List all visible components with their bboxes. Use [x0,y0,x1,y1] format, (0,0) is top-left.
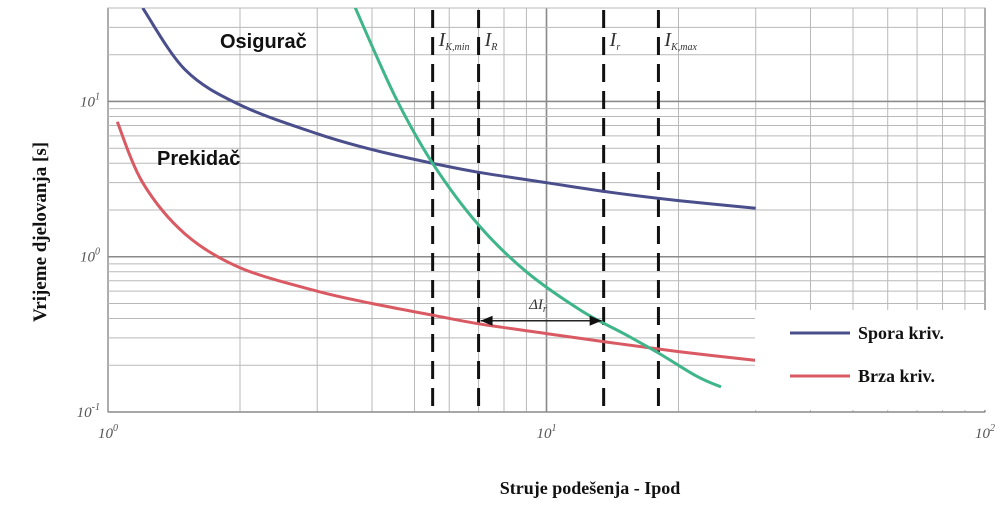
y-tick-label: 100 [80,247,100,266]
legend-label-fast: Brza kriv. [858,366,935,386]
legend-box [755,310,990,410]
y-tick-label: 10-1 [77,402,100,421]
legend-label-slow: Spora kriv. [858,323,944,343]
annotation-label: ΔIr [528,297,547,315]
fuse-curve-label: Osigurač [220,31,307,53]
annotation-arrowhead-left [480,315,493,326]
x-tick-label: 101 [537,423,557,442]
breaker-curve-label: Prekidač [157,148,240,170]
x-tick-label: 100 [98,423,118,442]
vline-label-2: Ir [609,29,621,53]
annotation-arrowhead-right [589,315,602,326]
curve-series-2 [353,8,722,389]
grid [107,7,986,413]
legend: Spora kriv. Brza kriv. [755,310,990,410]
curve-series-1 [115,121,756,362]
curves [115,8,756,389]
x-axis-label: Struje podešenja - Ipod [500,478,681,498]
y-axis-label: Vrijeme djelovanja [s] [30,142,51,322]
annotation: ΔIr [480,297,602,326]
y-tick-label: 101 [80,91,100,110]
x-tick-label: 102 [975,423,995,442]
